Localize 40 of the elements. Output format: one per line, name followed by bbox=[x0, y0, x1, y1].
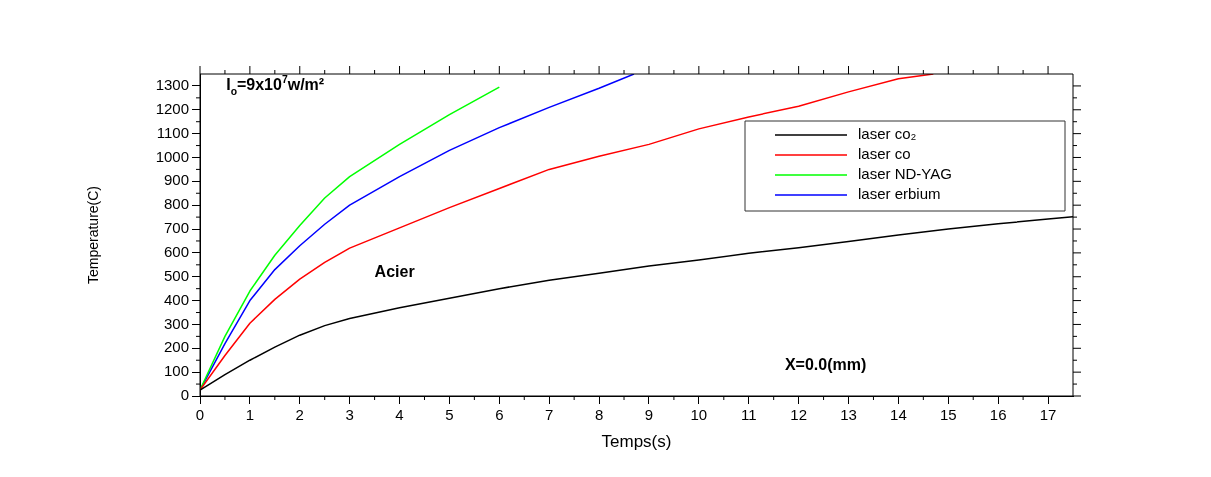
y-tick-label: 600 bbox=[163, 243, 189, 261]
y-tick-label: 1300 bbox=[155, 76, 189, 94]
legend-label: laser co₂ bbox=[858, 125, 917, 143]
y-axis-title: Temperature(C) bbox=[85, 185, 102, 285]
y-tick-label: 800 bbox=[163, 195, 189, 213]
x-tick-label: 1 bbox=[245, 406, 255, 424]
x-tick-label: 15 bbox=[939, 406, 957, 424]
x-tick-label: 0 bbox=[195, 406, 205, 424]
x-tick-label: 8 bbox=[594, 406, 604, 424]
x-axis-title: Temps(s) bbox=[601, 432, 672, 452]
annotation: Acier bbox=[374, 262, 415, 280]
x-tick-label: 2 bbox=[295, 406, 304, 424]
x-tick-label: 10 bbox=[690, 406, 708, 424]
y-tick-label: 700 bbox=[163, 219, 189, 237]
legend-label: laser erbium bbox=[858, 185, 941, 203]
x-tick-label: 16 bbox=[989, 406, 1007, 424]
x-tick-label: 12 bbox=[790, 406, 807, 424]
y-tick-label: 1000 bbox=[155, 147, 189, 165]
y-tick-label: 200 bbox=[163, 338, 189, 356]
y-tick-label: 100 bbox=[163, 362, 189, 380]
legend-label: laser co bbox=[858, 145, 911, 163]
x-tick-label: 5 bbox=[445, 406, 454, 424]
x-tick-label: 17 bbox=[1039, 406, 1057, 424]
x-tick-label: 14 bbox=[890, 406, 907, 424]
y-tick-label: 900 bbox=[163, 171, 189, 189]
y-tick-label: 1100 bbox=[156, 123, 189, 141]
annotation: X=0.0(mm) bbox=[784, 356, 867, 374]
x-tick-label: 9 bbox=[644, 406, 654, 424]
x-tick-label: 11 bbox=[740, 406, 757, 424]
x-tick-label: 3 bbox=[345, 406, 354, 424]
y-tick-label: 300 bbox=[163, 314, 189, 332]
x-tick-label: 6 bbox=[495, 406, 504, 424]
x-tick-label: 7 bbox=[545, 406, 554, 424]
x-tick-label: 13 bbox=[840, 406, 857, 424]
y-tick-label: 400 bbox=[163, 290, 189, 308]
y-tick-label: 0 bbox=[180, 386, 189, 404]
y-tick-label: 1200 bbox=[155, 99, 189, 117]
x-tick-label: 4 bbox=[395, 406, 404, 424]
y-tick-label: 500 bbox=[163, 266, 189, 284]
legend-label: laser ND-YAG bbox=[858, 165, 952, 183]
